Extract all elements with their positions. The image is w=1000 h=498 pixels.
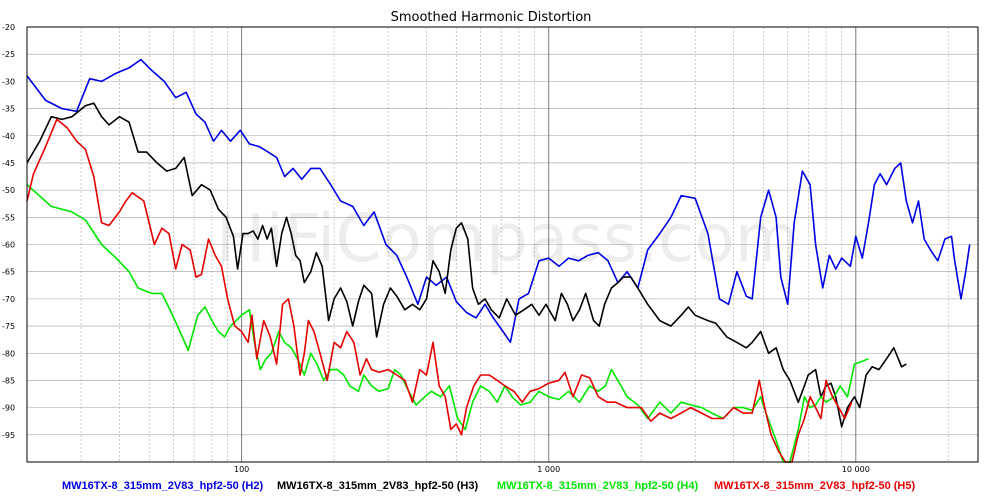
- series-lines: [26, 58, 971, 463]
- y-tick-label: -60: [2, 241, 15, 250]
- x-tick-label: 100: [234, 465, 249, 474]
- x-tick-label: 1 000: [537, 465, 560, 474]
- y-tick-label: -20: [2, 23, 15, 32]
- y-tick-label: -35: [2, 105, 15, 114]
- chart-title: Smoothed Harmonic Distortion: [391, 10, 592, 25]
- y-tick-label: -55: [2, 213, 15, 222]
- y-tick-label: -45: [2, 159, 15, 168]
- legend-entry-h5: MW16TX-8_315mm_2V83_hpf2-50 (H5): [714, 480, 915, 492]
- legend: MW16TX-8_315mm_2V83_hpf2-50 (H2) MW16TX-8…: [62, 480, 915, 492]
- series-line-h2: [26, 58, 971, 344]
- legend-entry-h2: MW16TX-8_315mm_2V83_hpf2-50 (H2): [62, 480, 263, 492]
- y-tick-label: -40: [2, 132, 15, 141]
- y-tick-label: -80: [2, 349, 15, 358]
- x-tick-label: 10 000: [842, 465, 870, 474]
- y-axis-ticks: -20 -25 -30 -35 -40 -45 -50 -55 -60 -65 -70 -75 -80 -…: [2, 23, 15, 440]
- series-line-h3: [26, 102, 907, 428]
- watermark-text: HiFiCompass.com: [216, 200, 799, 277]
- y-tick-label: -75: [2, 322, 15, 331]
- series-line-h5: [26, 118, 853, 463]
- y-tick-label: -25: [2, 50, 15, 59]
- y-tick-label: -30: [2, 77, 15, 86]
- x-axis-ticks: 100 1 000 10 000: [234, 465, 870, 474]
- legend-entry-h4: MW16TX-8_315mm_2V83_hpf2-50 (H4): [497, 480, 698, 492]
- legend-entry-h3: MW16TX-8_315mm_2V83_hpf2-50 (H3): [277, 480, 478, 492]
- y-tick-label: -50: [2, 186, 15, 195]
- series-line-h4: [26, 184, 869, 463]
- plot-frame: [26, 26, 979, 463]
- y-tick-label: -85: [2, 376, 15, 385]
- y-tick-label: -95: [2, 431, 15, 440]
- y-tick-label: -65: [2, 268, 15, 277]
- y-tick-label: -90: [2, 404, 15, 413]
- y-tick-label: -70: [2, 295, 15, 304]
